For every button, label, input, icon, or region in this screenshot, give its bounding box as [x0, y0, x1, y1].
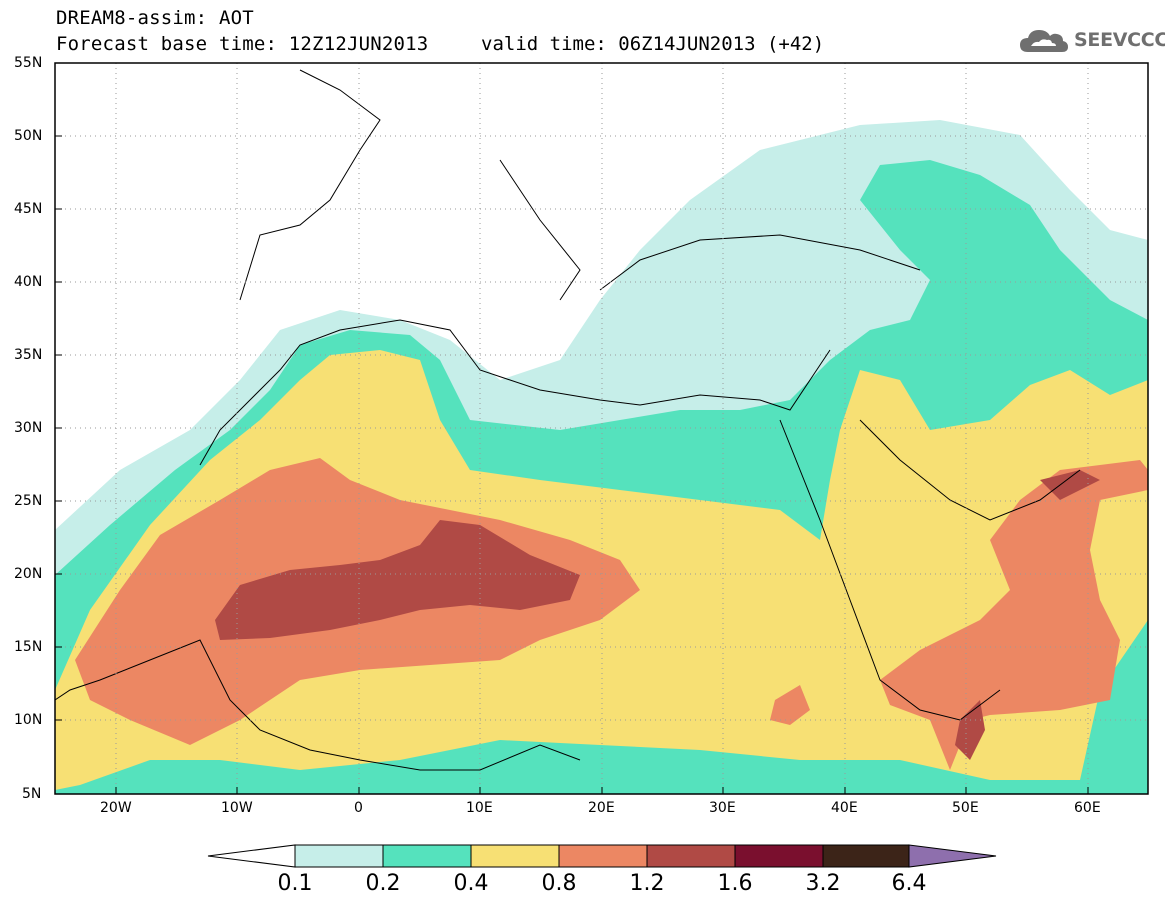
- lat-label: 20N: [14, 566, 43, 582]
- colorbar-label: 6.4: [891, 871, 927, 896]
- colorbar-high-arrow: [908, 844, 997, 868]
- colorbar-swatch-0: [294, 844, 384, 868]
- cloud-icon: [1020, 30, 1068, 52]
- lon-label: 60E: [1074, 800, 1101, 816]
- lon-label: 10W: [221, 800, 253, 816]
- lon-label: 20E: [588, 800, 615, 816]
- colorbar-low-arrow: [207, 844, 296, 868]
- coastlines: [55, 69, 1081, 771]
- colorbar-label: 1.2: [629, 871, 665, 896]
- aot-band-1.2: [215, 470, 1100, 760]
- lon-label: 50E: [952, 800, 979, 816]
- colorbar-label: 0.1: [277, 871, 313, 896]
- valid-time: valid time: 06Z14JUN2013 (+42): [481, 33, 825, 55]
- lat-label: 45N: [14, 201, 43, 217]
- lat-label: 40N: [14, 274, 43, 290]
- colorbar: [207, 844, 997, 868]
- lon-label: 10E: [466, 800, 493, 816]
- lon-label: 20W: [100, 800, 132, 816]
- map-title: DREAM8-assim: AOT: [56, 7, 254, 29]
- colorbar-swatch-4: [646, 844, 736, 868]
- aot-band-0.8: [75, 458, 1148, 770]
- lon-label: 30E: [709, 800, 736, 816]
- colorbar-label: 1.6: [717, 871, 753, 896]
- axis-ticks: [55, 62, 1089, 795]
- colorbar-label: 0.4: [453, 871, 489, 896]
- colorbar-swatch-6: [822, 844, 910, 868]
- lat-label: 30N: [14, 420, 43, 436]
- colorbar-swatch-2: [470, 844, 560, 868]
- colorbar-swatch-1: [382, 844, 472, 868]
- lat-label: 15N: [14, 639, 43, 655]
- forecast-base-time: Forecast base time: 12Z12JUN2013: [56, 33, 429, 55]
- lon-label: 40E: [831, 800, 858, 816]
- colorbar-label: 0.2: [365, 871, 401, 896]
- seevccc-logo: SEEVCCC: [1018, 24, 1165, 56]
- colorbar-swatch-3: [558, 844, 648, 868]
- lat-label: 10N: [14, 712, 43, 728]
- lat-label: 55N: [14, 55, 43, 71]
- lon-label: 0: [354, 800, 363, 816]
- lat-label: 5N: [22, 786, 42, 802]
- graticule: [55, 63, 1148, 794]
- lat-label: 35N: [14, 347, 43, 363]
- colorbar-label: 3.2: [805, 871, 841, 896]
- lat-label: 50N: [14, 128, 43, 144]
- lat-label: 25N: [14, 493, 43, 509]
- colorbar-swatch-5: [734, 844, 824, 868]
- logo-text: SEEVCCC: [1074, 29, 1165, 51]
- colorbar-label: 0.8: [541, 871, 577, 896]
